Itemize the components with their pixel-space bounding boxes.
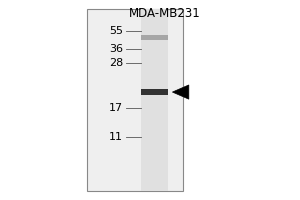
Bar: [87, 9, 183, 191]
Text: 11: 11: [109, 132, 123, 142]
Text: 17: 17: [109, 103, 123, 113]
Polygon shape: [172, 85, 189, 99]
Bar: [141, 35, 168, 40]
Bar: [141, 89, 168, 95]
Text: MDA-MB231: MDA-MB231: [129, 7, 201, 20]
Text: 55: 55: [109, 26, 123, 36]
Text: 36: 36: [109, 44, 123, 54]
Text: 28: 28: [109, 58, 123, 68]
Bar: [141, 9, 168, 191]
